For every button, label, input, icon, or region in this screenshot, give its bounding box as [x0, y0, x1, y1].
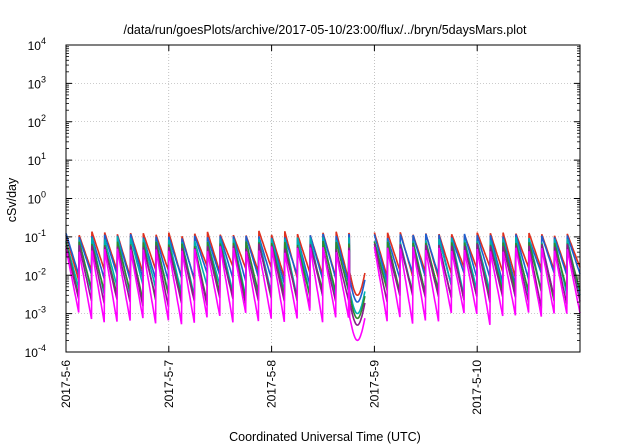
y-axis-label: cSv/day — [5, 177, 19, 222]
x-tick-label: 2017-5-7 — [162, 360, 176, 408]
y-axis: 10-4 10-3 10-2 10-1 100 101 102 103 104 — [25, 36, 580, 360]
y-tick-label: 100 — [28, 190, 46, 207]
y-tick-label: 101 — [28, 151, 46, 168]
y-tick-label: 10-1 — [25, 228, 46, 245]
y-tick-label: 10-4 — [25, 343, 46, 360]
series-line — [65, 246, 366, 342]
x-tick-label: 2017-5-6 — [59, 360, 73, 408]
y-tick-label: 10-2 — [25, 266, 46, 283]
series-line — [65, 243, 366, 326]
series-line — [373, 233, 581, 286]
series-group — [65, 230, 581, 342]
x-axis-label: Coordinated Universal Time (UTC) — [229, 430, 421, 444]
x-tick-label: 2017-5-10 — [470, 360, 484, 415]
x-axis: 2017-5-6 2017-5-7 2017-5-8 2017-5-9 2017-5-1… — [59, 45, 484, 415]
y-tick-label: 103 — [28, 74, 46, 91]
series-line — [373, 246, 581, 326]
y-tick-label: 10-3 — [25, 305, 46, 322]
y-tick-label: 104 — [28, 36, 46, 53]
y-tick-label: 102 — [28, 113, 46, 130]
series-line — [373, 243, 581, 309]
series-line — [65, 233, 366, 303]
x-tick-label: 2017-5-9 — [367, 360, 381, 408]
chart-title: /data/run/goesPlots/archive/2017-05-10/2… — [123, 23, 527, 37]
x-tick-label: 2017-5-8 — [265, 360, 279, 408]
